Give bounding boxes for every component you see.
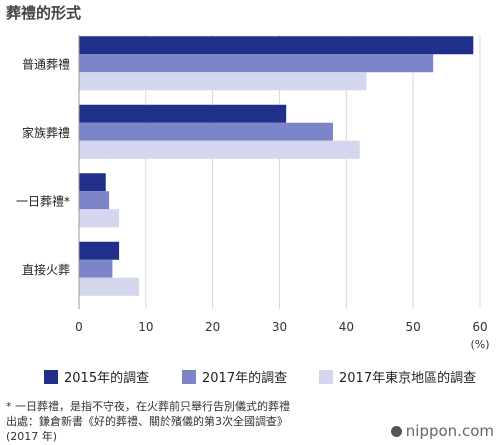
chart-title: 葬禮的形式: [6, 4, 82, 22]
x-tick-label-20: 20: [205, 320, 220, 334]
logo-dot-icon: [390, 425, 402, 437]
legend-swatch-2017-tokyo: [319, 369, 333, 384]
bar-1-1: [79, 122, 333, 141]
source-year: (2017 年): [6, 430, 58, 443]
bar-1-0: [79, 104, 287, 123]
x-unit-label: (%): [470, 338, 489, 351]
category-label-1: 家族葬禮: [22, 125, 70, 140]
credit-logo: nippon.com: [390, 422, 494, 440]
bar-3-0: [79, 241, 120, 260]
legend-swatch-2017: [182, 369, 196, 384]
x-tick-label-30: 30: [272, 320, 287, 334]
legend-item-2017-tokyo: 2017年東京地區的調查: [319, 367, 476, 386]
legend-label-2017: 2017年的調查: [202, 371, 288, 386]
chart-legend: 2015年的調查 2017年的調查 2017年東京地區的調查: [14, 367, 500, 387]
bar-3-2: [79, 277, 140, 296]
footnote: * 一日葬禮，是指不守夜，在火葬前只舉行告別儀式的葬禮: [6, 400, 290, 413]
legend-swatch-2015: [44, 369, 58, 384]
credit-text: nippon.com: [405, 422, 494, 440]
bar-0-0: [79, 36, 474, 55]
category-label-2: 一日葬禮*: [16, 194, 70, 208]
category-label-3: 直接火葬: [22, 262, 70, 277]
source-note: 出處：鎌倉新書《好的葬禮、關於殯儀的第3次全國調查》: [6, 415, 288, 428]
x-tick-label-40: 40: [339, 320, 354, 334]
bar-0-2: [79, 72, 367, 91]
legend-item-2015: 2015年的調查: [44, 367, 149, 386]
bar-2-0: [79, 173, 106, 192]
legend-label-2015: 2015年的調查: [64, 371, 150, 386]
x-tick-label-0: 0: [75, 320, 83, 334]
bar-2-2: [79, 209, 120, 228]
x-tick-label-10: 10: [138, 320, 153, 334]
category-label-0: 普通葬禮: [22, 57, 70, 71]
x-tick-label-60: 60: [472, 320, 487, 334]
legend-label-2017-tokyo: 2017年東京地區的調查: [339, 371, 477, 386]
bar-0-1: [79, 54, 434, 73]
x-tick-label-50: 50: [406, 320, 421, 334]
legend-item-2017: 2017年的調查: [182, 367, 287, 386]
bar-2-1: [79, 191, 110, 210]
bar-1-2: [79, 140, 360, 159]
bar-3-1: [79, 259, 113, 278]
